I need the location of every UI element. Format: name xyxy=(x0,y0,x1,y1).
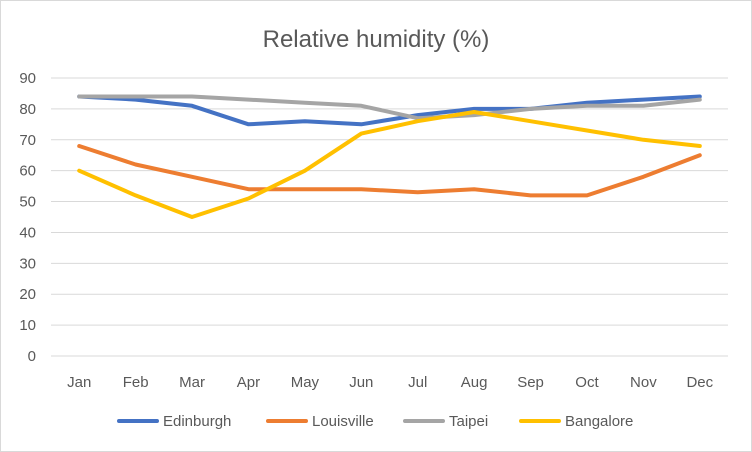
y-tick-label: 60 xyxy=(19,163,36,180)
legend-label-louisville: Louisville xyxy=(312,413,374,430)
x-tick-label: Dec xyxy=(686,374,713,391)
series-lines xyxy=(77,94,702,219)
x-tick-label: May xyxy=(291,374,320,391)
y-axis-tick-labels: 0 10 20 30 40 50 60 70 80 90 xyxy=(19,70,36,365)
y-tick-label: 70 xyxy=(19,132,36,149)
y-tick-label: 40 xyxy=(19,224,36,241)
series-line-edinburgh xyxy=(77,94,702,127)
legend: Edinburgh Louisville Taipei Bangalore xyxy=(117,413,633,430)
x-tick-label: Sep xyxy=(517,374,544,391)
x-axis-tick-labels: Jan Feb Mar Apr May Jun Jul Aug Sep Oct Nov Dec xyxy=(67,374,714,391)
chart-title: Relative humidity (%) xyxy=(263,26,490,53)
y-tick-label: 20 xyxy=(19,286,36,303)
legend-label-taipei: Taipei xyxy=(449,413,488,430)
y-tick-label: 80 xyxy=(19,101,36,118)
x-tick-label: Apr xyxy=(237,374,260,391)
x-tick-label: Feb xyxy=(123,374,149,391)
x-tick-label: Mar xyxy=(179,374,205,391)
y-tick-label: 90 xyxy=(19,70,36,87)
y-tick-label: 10 xyxy=(19,317,36,334)
series-line-taipei xyxy=(77,94,702,121)
x-tick-label: Jun xyxy=(349,374,373,391)
legend-label-edinburgh: Edinburgh xyxy=(163,413,231,430)
x-tick-label: Aug xyxy=(461,374,488,391)
y-tick-label: 50 xyxy=(19,194,36,211)
legend-label-bangalore: Bangalore xyxy=(565,413,633,430)
series-line-bangalore xyxy=(77,110,702,219)
x-tick-label: Oct xyxy=(575,374,599,391)
x-tick-label: Nov xyxy=(630,374,657,391)
x-tick-label: Jul xyxy=(408,374,427,391)
series-line-louisville xyxy=(77,144,702,198)
y-tick-label: 0 xyxy=(28,348,36,365)
y-tick-label: 30 xyxy=(19,255,36,272)
x-tick-label: Jan xyxy=(67,374,91,391)
